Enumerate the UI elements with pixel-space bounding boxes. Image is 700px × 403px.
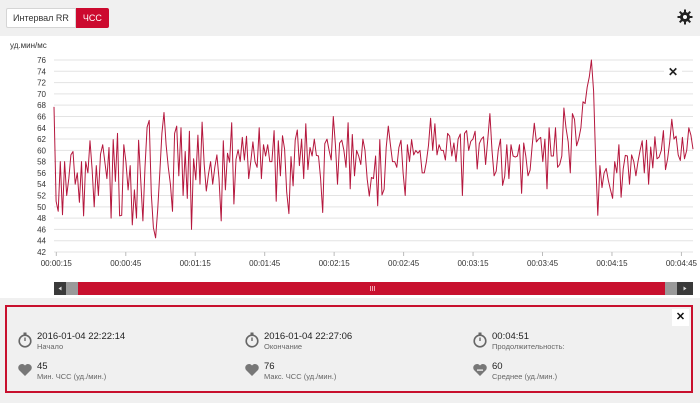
y-tick-label: 68 [37, 101, 46, 110]
min-hr-value: 45 [37, 361, 48, 372]
timeline-scrollbar[interactable] [54, 282, 693, 295]
series-group [53, 59, 694, 239]
stat-start: 2016-01-04 22:22:14 Начало [17, 331, 125, 352]
y-tick-label: 46 [37, 225, 46, 234]
x-tick-label: 00:02:45 [388, 259, 420, 268]
top-toolbar: Интервал RR ЧСС [0, 0, 700, 36]
y-tick-label: 66 [37, 112, 46, 121]
y-tick-label: 48 [37, 214, 46, 223]
y-axis-unit-label: уд.мин/мс [10, 41, 47, 50]
x-tick-label: 00:01:15 [180, 259, 212, 268]
close-chart-icon[interactable]: ✕ [664, 63, 682, 81]
y-tick-label: 62 [37, 135, 46, 144]
stat-max-hr: 76 Макс. ЧСС (уд./мин.) [244, 361, 336, 382]
duration-label: Продолжительность: [492, 342, 565, 351]
end-time-value: 2016-01-04 22:27:06 [264, 331, 353, 342]
stat-duration: 00:04:51 Продолжительность: [472, 331, 565, 352]
x-axis-ticks: 00:00:15 00:00:45 00:01:15 00:01:45 00:02:15… [41, 252, 698, 268]
heart-icon [245, 364, 259, 376]
x-tick-label: 00:03:45 [527, 259, 559, 268]
mode-tabs: Интервал RR ЧСС [6, 8, 109, 28]
x-tick-label: 00:03:15 [457, 259, 489, 268]
y-tick-label: 58 [37, 158, 46, 167]
avg-hr-label: Среднее (уд./мин.) [492, 372, 558, 381]
y-tick-label: 76 [37, 56, 46, 65]
x-tick-label: 00:02:15 [319, 259, 351, 268]
x-tick-label: 00:04:45 [666, 259, 698, 268]
close-stats-icon[interactable]: ✕ [672, 309, 689, 326]
end-time-label: Окончание [264, 342, 303, 351]
y-tick-label: 42 [37, 248, 46, 257]
x-tick-label: 00:04:15 [596, 259, 628, 268]
chart-grid [54, 59, 693, 253]
stopwatch-icon [18, 332, 32, 348]
heart-rate-series-line [53, 59, 694, 239]
y-tick-label: 56 [37, 169, 46, 178]
chart-panel: уд.мин/мс 42 44 46 48 50 52 54 56 58 60 62 64 66 68 70… [0, 36, 700, 298]
avg-hr-value: 60 [492, 361, 503, 372]
y-axis-ticks: 42 44 46 48 50 52 54 56 58 60 62 64 66 68 70 72 74 76 [37, 56, 46, 257]
stat-avg-hr: 60 Среднее (уд./мин.) [472, 361, 557, 382]
heart-avg-icon [473, 364, 487, 376]
max-hr-value: 76 [264, 361, 275, 372]
y-tick-label: 70 [37, 90, 46, 99]
x-tick-label: 00:00:15 [41, 259, 73, 268]
stopwatch-icon [473, 332, 487, 348]
heart-icon [18, 364, 32, 376]
y-tick-label: 52 [37, 192, 46, 201]
tab-rr-interval[interactable]: Интервал RR [6, 8, 76, 28]
stats-panel: ✕ 2016-01-04 22:22:14 Начало 2016-01-04 … [5, 305, 693, 393]
y-tick-label: 60 [37, 146, 46, 155]
start-time-label: Начало [37, 342, 64, 351]
tab-heart-rate[interactable]: ЧСС [75, 8, 109, 28]
scroll-thumb-grip [370, 286, 375, 291]
stat-end: 2016-01-04 22:27:06 Окончание [244, 331, 352, 352]
max-hr-label: Макс. ЧСС (уд./мин.) [264, 372, 337, 381]
y-tick-label: 54 [37, 180, 46, 189]
y-tick-label: 50 [37, 203, 46, 212]
start-time-value: 2016-01-04 22:22:14 [37, 331, 126, 342]
stat-min-hr: 45 Мин. ЧСС (уд./мин.) [17, 361, 106, 382]
settings-gear-icon[interactable] [677, 9, 693, 25]
y-tick-label: 72 [37, 79, 46, 88]
min-hr-label: Мин. ЧСС (уд./мин.) [37, 372, 107, 381]
stopwatch-icon [245, 332, 259, 348]
y-tick-label: 74 [37, 67, 46, 76]
y-tick-label: 44 [37, 237, 46, 246]
x-tick-label: 00:00:45 [110, 259, 142, 268]
heart-rate-chart[interactable]: 42 44 46 48 50 52 54 56 58 60 62 64 66 68 70 72 74 76 00:… [0, 36, 700, 298]
y-tick-label: 64 [37, 124, 46, 133]
x-tick-label: 00:01:45 [249, 259, 281, 268]
duration-value: 00:04:51 [492, 331, 529, 342]
